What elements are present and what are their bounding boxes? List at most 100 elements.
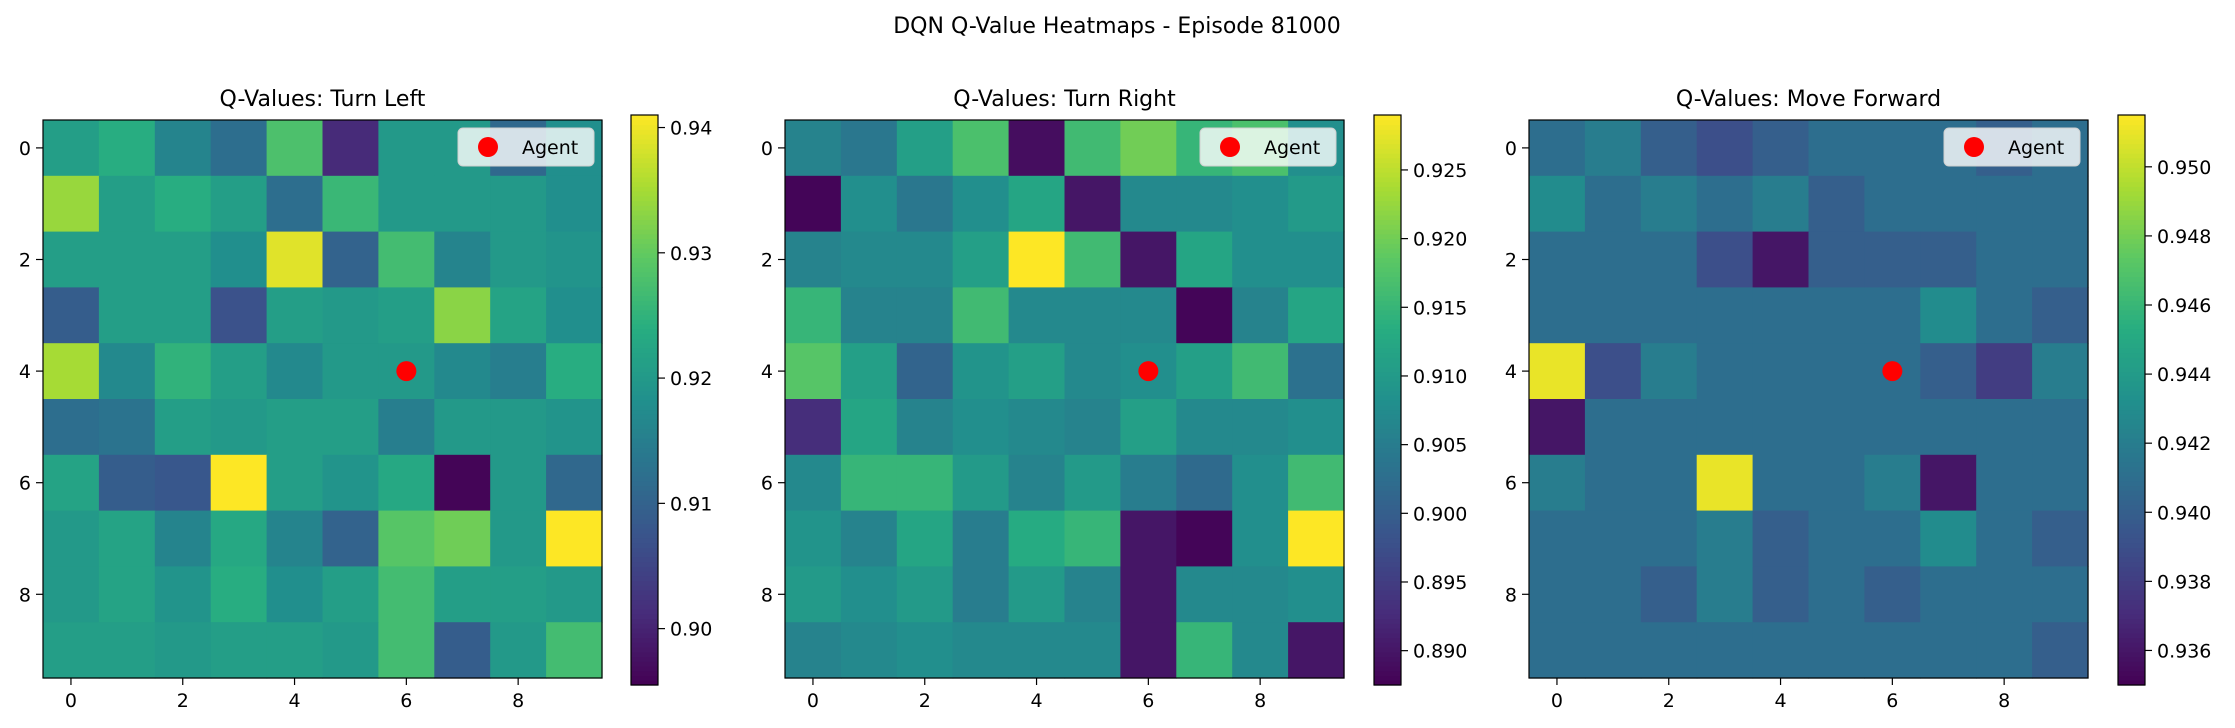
- heatmap-cell: [434, 566, 491, 623]
- heatmap-cell: [1584, 175, 1642, 233]
- legend-agent-marker: [478, 137, 498, 157]
- colorbar-tick-label: 0.950: [2157, 157, 2211, 179]
- colorbar-frame: [2117, 114, 2146, 686]
- colorbar-segment: [2118, 632, 2145, 639]
- colorbar-segment: [1374, 191, 1401, 197]
- colorbar-segment: [631, 205, 658, 211]
- heatmap-cell: [1752, 399, 1810, 456]
- colorbar-segment: [631, 566, 658, 572]
- colorbar-segment: [2118, 647, 2145, 653]
- colorbar-tick-label: 0.942: [2157, 433, 2211, 455]
- colorbar-segment: [631, 119, 658, 126]
- colorbar-segment: [1374, 214, 1401, 221]
- colorbar-segment: [1374, 442, 1401, 449]
- colorbar-segment: [2118, 476, 2145, 482]
- colorbar-segment: [1374, 115, 1401, 121]
- heatmap-cell: [1696, 287, 1754, 344]
- colorbar-segment: [631, 347, 658, 354]
- colorbar-segment: [631, 115, 658, 121]
- heatmap-cell: [785, 622, 842, 679]
- colorbar-segment: [631, 167, 658, 173]
- colorbar-segment: [2118, 153, 2145, 159]
- heatmap-cell: [785, 399, 842, 456]
- colorbar-segment: [1374, 138, 1401, 145]
- heatmap-cell: [1064, 566, 1121, 623]
- heatmap-cell: [952, 399, 1010, 456]
- colorbar-segment: [1374, 181, 1401, 187]
- colorbar-segment: [631, 219, 658, 225]
- heatmap-cell: [1064, 399, 1121, 456]
- heatmap-cell: [840, 622, 898, 679]
- heatmap-cell: [378, 120, 435, 177]
- colorbar-segment: [1374, 556, 1401, 563]
- colorbar-segment: [1374, 309, 1401, 316]
- colorbar-segment: [631, 295, 658, 301]
- colorbar-segment: [631, 371, 658, 377]
- y-tick-label: 0: [761, 138, 773, 160]
- heatmap-cell: [1584, 510, 1642, 567]
- colorbar-segment: [631, 390, 658, 396]
- colorbar-segment: [2118, 571, 2145, 577]
- heatmap-cell: [1529, 175, 1586, 233]
- legend-agent-marker: [1220, 137, 1240, 157]
- heatmap-cell: [840, 566, 898, 623]
- heatmap-cell: [1529, 343, 1586, 400]
- heatmap-cell: [1120, 510, 1177, 567]
- x-tick-label: 0: [807, 690, 819, 712]
- heatmap-cell: [952, 231, 1010, 288]
- colorbar-segment: [2118, 585, 2145, 591]
- heatmap-cell: [378, 566, 435, 623]
- heatmap-cell: [785, 120, 842, 177]
- colorbar-segment: [2118, 395, 2145, 401]
- colorbar-segment: [1374, 271, 1401, 278]
- colorbar-tick-label: 0.940: [2157, 502, 2211, 524]
- colorbar-segment: [2118, 252, 2145, 259]
- colorbar-segment: [631, 499, 658, 506]
- colorbar-segment: [631, 661, 658, 667]
- colorbar-segment: [631, 433, 658, 439]
- heatmap-cell: [1752, 510, 1810, 567]
- heatmap-cell: [952, 454, 1010, 512]
- heatmap-cell: [266, 120, 324, 177]
- colorbar-segment: [1374, 433, 1401, 439]
- heatmap-cell: [1529, 399, 1586, 456]
- colorbar-segment: [1374, 661, 1401, 667]
- colorbar-segment: [1374, 347, 1401, 354]
- colorbar-segment: [631, 461, 658, 468]
- colorbar-segment: [631, 153, 658, 159]
- heatmap-cell: [2032, 510, 2089, 567]
- colorbar-tick-label: 0.944: [2157, 364, 2211, 386]
- heatmap-cell: [322, 454, 379, 512]
- colorbar-segment: [631, 229, 658, 235]
- colorbar-segment: [631, 613, 658, 620]
- colorbar-segment: [2118, 176, 2145, 183]
- colorbar-segment: [1374, 575, 1401, 582]
- colorbar-segment: [631, 447, 658, 453]
- colorbar-segment: [2118, 485, 2145, 491]
- heatmap-cell: [210, 622, 268, 679]
- heatmap-cell: [43, 622, 100, 679]
- colorbar-segment: [631, 324, 658, 330]
- heatmap-cell: [840, 287, 898, 344]
- heatmap-cell: [2032, 399, 2089, 456]
- colorbar-segment: [631, 395, 658, 401]
- colorbar-segment: [1374, 409, 1401, 415]
- colorbar-segment: [2118, 366, 2145, 373]
- x-tick-label: 2: [177, 690, 189, 712]
- colorbar-segment: [1374, 651, 1401, 658]
- colorbar-segment: [1374, 590, 1401, 596]
- colorbar-segment: [631, 552, 658, 558]
- colorbar-segment: [2118, 338, 2145, 344]
- heatmap-cell: [43, 343, 100, 400]
- colorbar-segment: [2118, 670, 2145, 677]
- colorbar-segment: [631, 680, 658, 686]
- heatmap-cell: [490, 510, 547, 567]
- colorbar-segment: [1374, 680, 1401, 686]
- colorbar-segment: [2118, 561, 2145, 567]
- heatmap-cell: [896, 454, 954, 512]
- heatmap-cell: [1232, 566, 1289, 623]
- heatmap-cell: [1529, 120, 1586, 177]
- colorbar-segment: [2118, 618, 2145, 624]
- heatmap-cell: [1232, 454, 1289, 512]
- colorbar-segment: [1374, 480, 1401, 487]
